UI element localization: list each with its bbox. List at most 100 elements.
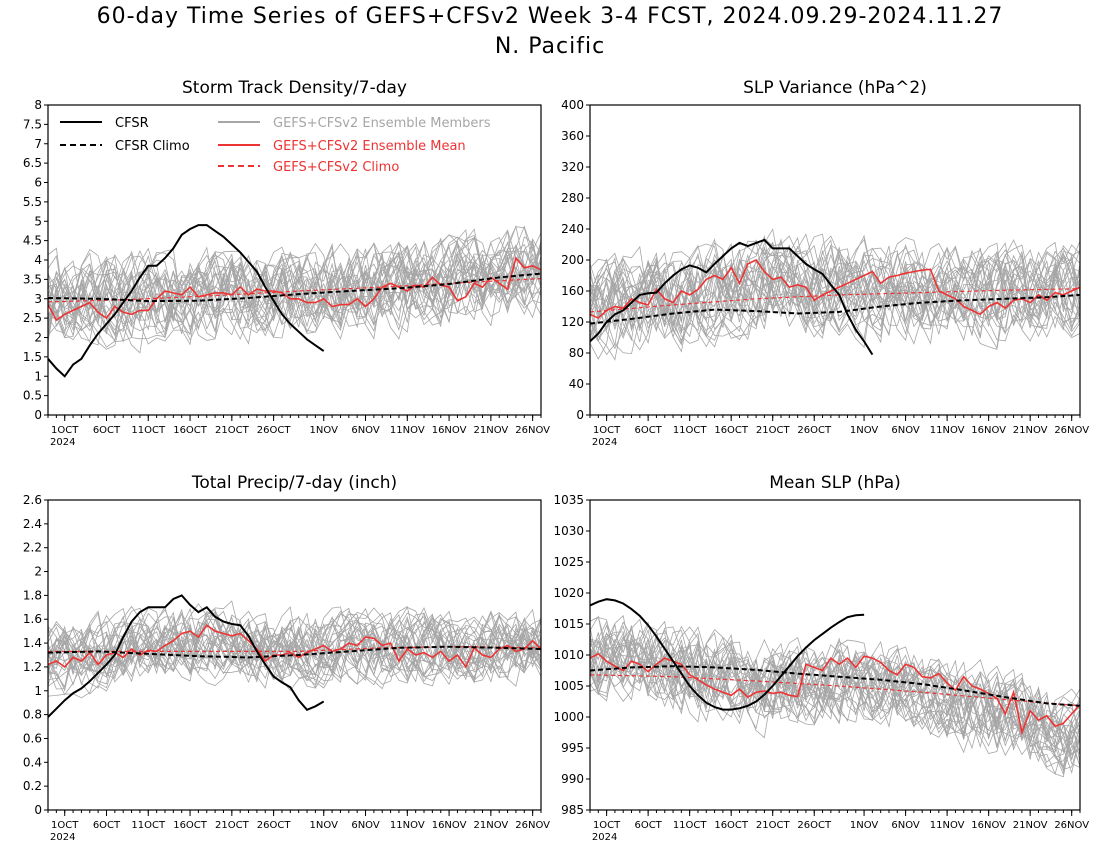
ensemble-member-line	[590, 235, 1080, 356]
y-tick-label: 8	[34, 98, 42, 112]
x-tick-label: 26OCT	[257, 820, 292, 831]
x-tick-label: 26NOV	[515, 820, 550, 831]
x-tick-label: 26OCT	[797, 820, 832, 831]
y-tick-label: 0.2	[23, 779, 42, 793]
panel-title: SLP Variance (hPa^2)	[743, 78, 927, 98]
ensemble-mean-line	[47, 624, 542, 669]
ensemble-member-line	[48, 606, 541, 687]
ensemble-member-line	[590, 242, 1080, 338]
cfsr-line	[47, 594, 325, 718]
ensemble-member-line	[48, 241, 541, 339]
x-tick-label: 6NOV	[891, 425, 920, 436]
legend-gefs-climo-label: GEFS+CFSv2 Climo	[273, 160, 399, 175]
plot-frame	[47, 499, 542, 811]
y-tick-label: 1010	[553, 648, 584, 662]
figure-subtitle: N. Pacific	[494, 34, 606, 59]
ensemble-member-line	[48, 228, 541, 339]
ensemble-member-line	[48, 606, 541, 678]
cfsr-line	[589, 598, 865, 711]
x-tick-label: 1OCT	[593, 425, 621, 436]
x-tick-label: 1OCT	[51, 425, 79, 436]
x-tick-year-label: 2024	[592, 437, 617, 448]
panel-title: Storm Track Density/7-day	[182, 78, 407, 98]
y-tick-label: 320	[561, 160, 584, 174]
ensemble-member-line	[48, 610, 541, 683]
cfsr-climo-line	[47, 272, 542, 303]
ensemble-member-line	[590, 228, 1080, 360]
y-tick-label: 3.5	[23, 272, 42, 286]
x-tick-label: 16NOV	[432, 425, 467, 436]
x-tick-label: 11OCT	[673, 425, 708, 436]
y-tick-label: 1	[34, 684, 42, 698]
y-tick-label: 1.8	[23, 588, 42, 602]
ensemble-mean-line	[47, 256, 542, 322]
figure-title: 60-day Time Series of GEFS+CFSv2 Week 3-…	[96, 4, 1004, 29]
ensemble-member-line	[590, 628, 1080, 768]
y-tick-label: 80	[569, 346, 584, 360]
x-tick-label: 21OCT	[756, 820, 791, 831]
ensemble-member-line	[48, 613, 541, 692]
ensemble-member-line	[48, 238, 541, 326]
chart-panel-2: SLP Variance (hPa^2) 0 40 80 120 160 200 240 280…	[561, 78, 1089, 448]
x-tick-label: 11NOV	[930, 425, 965, 436]
ensemble-members	[590, 615, 1080, 778]
x-tick-label: 11NOV	[390, 425, 425, 436]
y-tick-label: 7.5	[23, 117, 42, 131]
y-tick-label: 6.5	[23, 156, 42, 170]
x-tick-label: 16NOV	[432, 820, 467, 831]
x-tick-label: 11OCT	[131, 820, 166, 831]
y-tick-label: 1.6	[23, 612, 42, 626]
ensemble-member-line	[590, 251, 1080, 333]
ensemble-member-line	[590, 632, 1080, 775]
x-tick-label: 16NOV	[971, 820, 1006, 831]
x-tick-year-label: 2024	[50, 437, 75, 448]
x-tick-label: 21NOV	[473, 820, 508, 831]
y-tick-label: 40	[569, 377, 584, 391]
y-tick-label: 200	[561, 253, 584, 267]
cfsr-climo-line	[47, 645, 542, 659]
x-tick-label: 11NOV	[390, 820, 425, 831]
x-tick-label: 16NOV	[971, 425, 1006, 436]
panel-title: Mean SLP (hPa)	[769, 473, 901, 493]
y-tick-label: 0.8	[23, 708, 42, 722]
plot-frame	[589, 104, 1081, 416]
cfsr-climo-line	[589, 293, 1081, 325]
x-tick-label: 11OCT	[131, 425, 166, 436]
x-tick-label: 21OCT	[215, 425, 250, 436]
ensemble-member-line	[590, 637, 1080, 767]
ensemble-member-line	[590, 630, 1080, 755]
y-tick-label: 0.5	[23, 389, 42, 403]
y-tick-label: 995	[561, 741, 584, 755]
ensemble-member-line	[590, 244, 1080, 361]
y-tick-label: 280	[561, 191, 584, 205]
y-tick-label: 0.6	[23, 731, 42, 745]
x-tick-label: 26OCT	[257, 425, 292, 436]
x-tick-label: 21OCT	[756, 425, 791, 436]
legend-mean-label: GEFS+CFSv2 Ensemble Mean	[273, 139, 466, 154]
y-tick-label: 5	[34, 214, 42, 228]
y-tick-label: 2	[34, 565, 42, 579]
legend-cfsr-climo-label: CFSR Climo	[115, 139, 190, 154]
ensemble-member-line	[590, 637, 1080, 749]
y-tick-label: 985	[561, 803, 584, 817]
chart-panel-3: Total Precip/7-day (inch)00.20.40.60.811…	[23, 473, 550, 843]
ensemble-member-line	[590, 637, 1080, 776]
x-tick-label: 21NOV	[1013, 820, 1048, 831]
x-tick-label: 1OCT	[593, 820, 621, 831]
x-tick-label: 16OCT	[173, 425, 208, 436]
panel-title: Total Precip/7-day (inch)	[191, 473, 397, 493]
x-tick-label: 1NOV	[850, 425, 879, 436]
ensemble-members	[48, 225, 541, 354]
y-tick-label: 1000	[553, 710, 584, 724]
y-tick-label: 2.6	[23, 493, 42, 507]
cfsr-climo-line	[589, 665, 1081, 707]
x-tick-year-label: 2024	[50, 832, 75, 843]
x-tick-label: 6NOV	[351, 425, 380, 436]
y-tick-label: 990	[561, 772, 584, 786]
x-tick-label: 21NOV	[1013, 425, 1048, 436]
y-tick-label: 2.5	[23, 311, 42, 325]
ensemble-member-line	[48, 610, 541, 682]
x-tick-label: 26NOV	[1054, 820, 1089, 831]
y-tick-label: 4	[34, 253, 42, 267]
ensemble-member-line	[590, 244, 1080, 349]
